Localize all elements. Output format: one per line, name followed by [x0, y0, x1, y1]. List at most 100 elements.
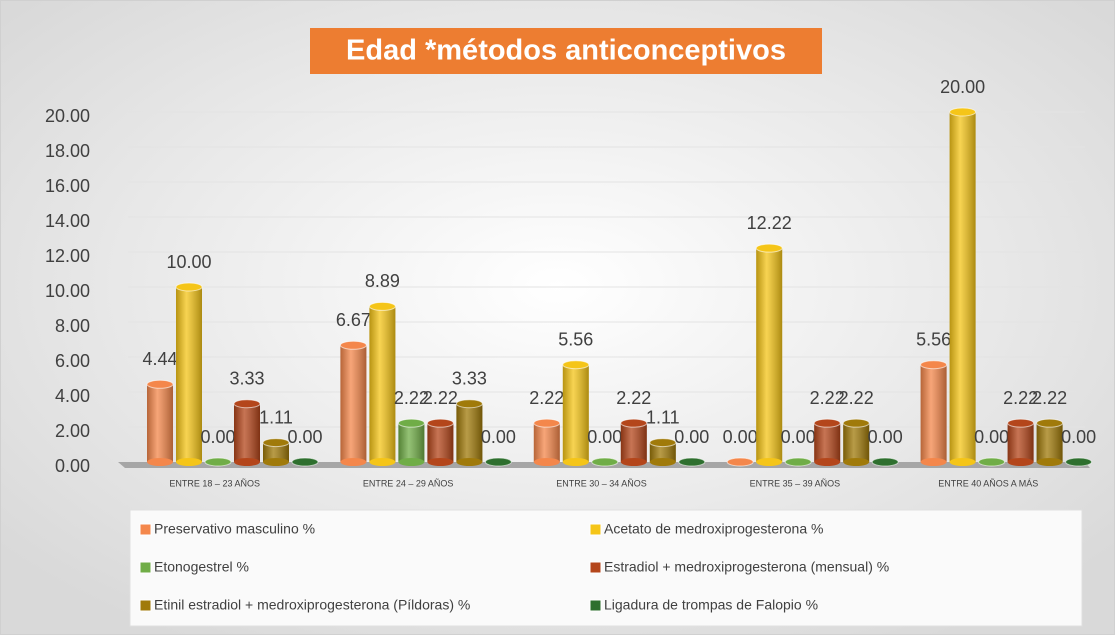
y-tick-label: 2.00	[55, 421, 90, 441]
legend-label: Etinil estradiol + medroxiprogesterona (…	[154, 597, 470, 613]
bar-top	[842, 418, 870, 428]
bar-shade	[920, 364, 947, 462]
bar-shade	[398, 423, 425, 462]
bar-top	[1065, 457, 1093, 467]
bar-top	[368, 301, 396, 311]
bar-base	[920, 458, 947, 466]
value-label: 1.11	[259, 407, 293, 427]
bar-top	[755, 243, 783, 253]
x-tick-label: ENTRE 35 – 39 AÑOS	[750, 478, 841, 488]
value-label: 4.44	[142, 349, 177, 369]
value-label: 0.00	[868, 427, 903, 447]
x-tick-label: ENTRE 30 – 34 AÑOS	[556, 478, 647, 488]
bar-top	[533, 418, 561, 428]
bar-top	[455, 399, 483, 409]
y-tick-label: 0.00	[55, 456, 90, 476]
value-label: 6.67	[336, 310, 371, 330]
bar-top	[726, 457, 754, 467]
y-tick-label: 18.00	[45, 141, 90, 161]
bar-top	[397, 418, 425, 428]
value-label: 2.22	[1032, 388, 1067, 408]
bar-shade	[263, 442, 289, 462]
bar-top	[1036, 418, 1064, 428]
bar-shade	[456, 403, 483, 462]
bar-top	[871, 457, 899, 467]
bar-top	[978, 457, 1006, 467]
bar-shade	[1007, 423, 1034, 462]
bar-top	[562, 360, 590, 370]
x-tick-label: ENTRE 24 – 29 AÑOS	[363, 478, 454, 488]
x-tick-label: ENTRE 18 – 23 AÑOS	[169, 478, 260, 488]
value-label: 2.22	[1003, 388, 1038, 408]
bar-shade	[814, 423, 841, 462]
bar-shade	[176, 287, 202, 462]
legend-label: Etonogestrel %	[154, 559, 249, 575]
bar-shade	[340, 345, 367, 462]
y-tick-label: 12.00	[45, 246, 90, 266]
bar-shade	[234, 403, 260, 462]
bar-base	[1007, 458, 1034, 466]
legend-label: Ligadura de trompas de Falopio %	[604, 597, 818, 613]
y-tick-label: 6.00	[55, 351, 90, 371]
value-label: 20.00	[940, 77, 985, 97]
value-label: 8.89	[365, 271, 400, 291]
legend-swatch	[589, 599, 602, 612]
value-label: 0.00	[200, 427, 235, 447]
bar-base	[427, 458, 454, 466]
bar-base	[456, 458, 483, 466]
value-label: 0.00	[287, 427, 322, 447]
value-label: 3.33	[452, 368, 487, 388]
y-tick-label: 20.00	[45, 106, 90, 126]
value-label: 1.11	[646, 407, 680, 427]
value-label: 2.22	[839, 388, 874, 408]
value-label: 2.22	[394, 388, 429, 408]
y-tick-label: 10.00	[45, 281, 90, 301]
value-label: 2.22	[810, 388, 845, 408]
bar-base	[234, 458, 260, 466]
bar-base	[263, 458, 289, 466]
bar-shade	[649, 442, 676, 462]
bar-shade	[949, 112, 976, 462]
legend-label: Estradiol + medroxiprogesterona (mensual…	[604, 559, 889, 575]
value-label: 12.22	[747, 213, 792, 233]
chart-title: Edad *métodos anticonceptivos	[346, 35, 786, 67]
bar-base	[1036, 458, 1063, 466]
bar-base	[949, 458, 976, 466]
legend	[129, 509, 1083, 627]
bar-top	[233, 399, 261, 409]
y-tick-label: 16.00	[45, 176, 90, 196]
bar-base	[176, 458, 202, 466]
bar-base	[562, 458, 589, 466]
legend-swatch	[139, 599, 152, 612]
bar-base	[340, 458, 367, 466]
value-label: 0.00	[781, 427, 816, 447]
bar-shade	[533, 423, 560, 462]
title-box	[310, 28, 822, 74]
bar-shade	[620, 423, 647, 462]
y-tick-label: 4.00	[55, 386, 90, 406]
bar-top	[784, 457, 812, 467]
value-label: 0.00	[481, 427, 516, 447]
bar-top	[920, 360, 948, 370]
bar-shade	[756, 248, 783, 462]
legend-swatch	[589, 523, 602, 536]
bar-top	[426, 418, 454, 428]
bar-base	[620, 458, 647, 466]
value-label: 10.00	[166, 252, 211, 272]
value-label: 2.22	[616, 388, 651, 408]
value-label: 3.33	[229, 368, 264, 388]
bar-base	[649, 458, 676, 466]
bar-base	[843, 458, 870, 466]
y-tick-label: 14.00	[45, 211, 90, 231]
legend-label: Acetato de medroxiprogesterona %	[604, 521, 823, 537]
value-label: 5.56	[558, 329, 593, 349]
bar-top	[1007, 418, 1035, 428]
bar-top	[649, 438, 677, 448]
bar-base	[369, 458, 396, 466]
value-label: 0.00	[1061, 427, 1096, 447]
y-tick-label: 8.00	[55, 316, 90, 336]
bar-base	[147, 458, 173, 466]
bar-top	[949, 107, 977, 117]
value-label: 0.00	[974, 427, 1009, 447]
bar-base	[756, 458, 783, 466]
